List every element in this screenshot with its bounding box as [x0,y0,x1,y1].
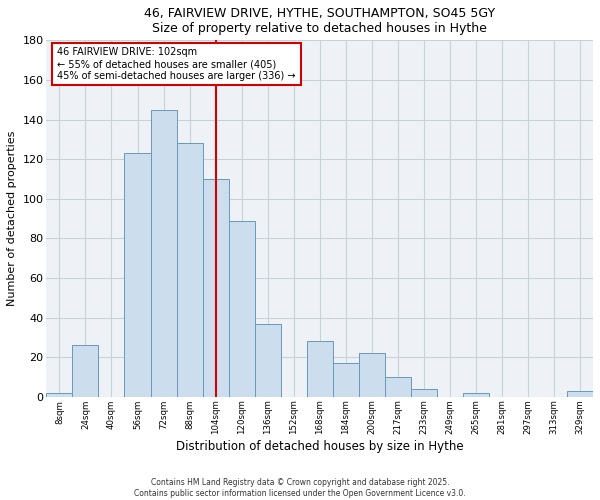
Bar [176,144,203,397]
Y-axis label: Number of detached properties: Number of detached properties [7,131,17,306]
Bar [124,153,151,397]
Bar [359,354,385,397]
Bar [307,342,333,397]
Bar [203,179,229,397]
Bar [73,346,98,397]
Bar [463,393,489,397]
Bar [151,110,176,397]
Bar [411,389,437,397]
Bar [229,220,254,397]
Bar [254,324,281,397]
Title: 46, FAIRVIEW DRIVE, HYTHE, SOUTHAMPTON, SO45 5GY
Size of property relative to de: 46, FAIRVIEW DRIVE, HYTHE, SOUTHAMPTON, … [144,7,495,35]
Text: Contains HM Land Registry data © Crown copyright and database right 2025.
Contai: Contains HM Land Registry data © Crown c… [134,478,466,498]
Bar [567,391,593,397]
X-axis label: Distribution of detached houses by size in Hythe: Distribution of detached houses by size … [176,440,464,453]
Bar [385,377,411,397]
Text: 46 FAIRVIEW DRIVE: 102sqm
← 55% of detached houses are smaller (405)
45% of semi: 46 FAIRVIEW DRIVE: 102sqm ← 55% of detac… [58,48,296,80]
Bar [46,393,73,397]
Bar [333,363,359,397]
